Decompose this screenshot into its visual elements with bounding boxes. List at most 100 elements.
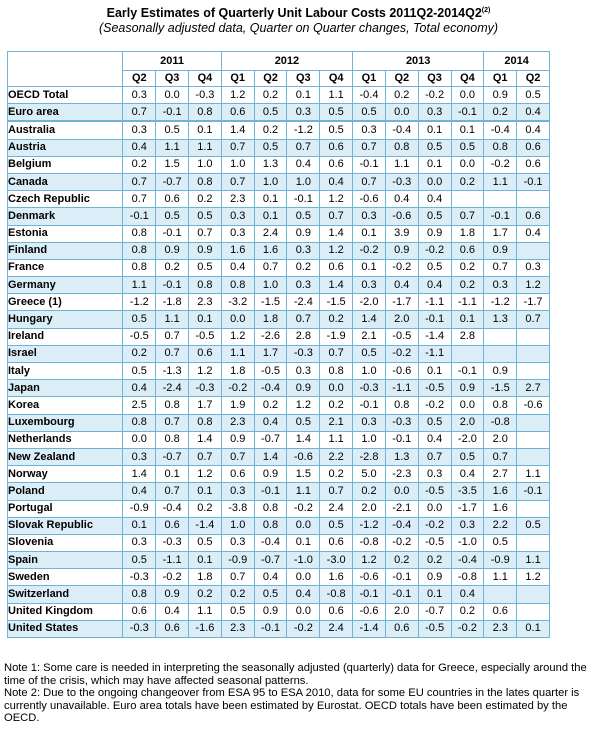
- country-name: Canada: [6, 172, 124, 192]
- value-cell: 0.2: [155, 258, 189, 278]
- value-cell: -1.7: [384, 293, 419, 312]
- value-cell: 0.4: [220, 258, 255, 278]
- value-cell: 0.8: [188, 103, 222, 122]
- value-cell: 0.7: [253, 258, 288, 278]
- value-cell: -1.1: [450, 293, 485, 312]
- value-cell: -0.3: [188, 85, 222, 105]
- value-cell: -0.8: [450, 568, 485, 587]
- value-cell: 0.4: [122, 379, 157, 398]
- value-cell: -0.1: [155, 224, 189, 243]
- value-cell: [450, 344, 485, 364]
- quarter-header: Q4: [319, 70, 354, 87]
- value-cell: -0.6: [384, 207, 419, 226]
- table-row: Austria 0.4 1.1 1.1 0.7 0.5 0.7 0.6 0.7 0.8 0.5 0.5…: [6, 138, 550, 157]
- value-cell: -0.2: [417, 516, 452, 535]
- value-cell: 1.2: [516, 568, 550, 587]
- country-name: Netherlands: [6, 430, 124, 449]
- value-cell: 0.1: [516, 619, 550, 639]
- value-cell: 0.9: [253, 602, 288, 621]
- value-cell: 0.7: [220, 568, 255, 587]
- value-cell: 1.2: [188, 465, 222, 484]
- value-cell: 0.6: [155, 190, 189, 209]
- value-cell: -1.0: [450, 533, 485, 553]
- value-cell: 2.3: [483, 619, 518, 639]
- value-cell: 2.5: [122, 396, 157, 415]
- value-cell: -0.9: [220, 551, 255, 570]
- value-cell: -1.7: [450, 499, 485, 518]
- value-cell: 0.2: [122, 344, 157, 364]
- value-cell: 1.1: [220, 344, 255, 364]
- value-cell: 0.0: [155, 85, 189, 105]
- value-cell: 0.5: [417, 413, 452, 432]
- value-cell: 0.4: [417, 430, 452, 449]
- value-cell: 0.5: [188, 207, 222, 226]
- value-cell: -1.2: [352, 516, 386, 535]
- value-cell: -0.4: [384, 120, 419, 140]
- value-cell: 0.7: [122, 172, 157, 192]
- value-cell: 0.8: [384, 396, 419, 415]
- value-cell: 1.7: [483, 224, 518, 243]
- value-cell: 0.1: [253, 190, 288, 209]
- value-cell: 0.3: [122, 85, 157, 105]
- value-cell: 1.7: [253, 344, 288, 364]
- value-cell: 0.3: [286, 361, 321, 381]
- value-cell: -0.2: [417, 396, 452, 415]
- value-cell: -2.3: [384, 465, 419, 484]
- value-cell: 0.4: [417, 276, 452, 295]
- value-cell: 0.0: [450, 155, 485, 174]
- value-cell: 0.9: [417, 568, 452, 587]
- value-cell: [516, 533, 550, 553]
- table-row: Slovenia 0.3 -0.3 0.5 0.3 -0.4 0.1 0.6 -0.8 -0.2-…: [6, 533, 550, 553]
- value-cell: 1.0: [220, 516, 255, 535]
- value-cell: -0.4: [352, 85, 386, 105]
- value-cell: -0.5: [417, 482, 452, 501]
- value-cell: 0.3: [286, 241, 321, 260]
- value-cell: 3.9: [384, 224, 419, 243]
- quarter-header: Q2: [122, 70, 157, 87]
- value-cell: -0.1: [286, 190, 321, 209]
- quarter-header: Q2: [516, 70, 550, 87]
- value-cell: 0.0: [286, 516, 321, 535]
- value-cell: 0.1: [188, 310, 222, 329]
- value-cell: 2.0: [450, 413, 485, 432]
- value-cell: -2.0: [450, 430, 485, 449]
- value-cell: 0.5: [220, 602, 255, 621]
- value-cell: 0.3: [122, 447, 157, 467]
- quarter-header: Q1: [352, 70, 386, 87]
- value-cell: 0.2: [450, 602, 485, 621]
- value-cell: 2.4: [253, 224, 288, 243]
- value-cell: 0.9: [483, 241, 518, 260]
- value-cell: -1.4: [352, 619, 386, 639]
- value-cell: 2.3: [220, 619, 255, 639]
- country-name: Hungary: [6, 310, 124, 329]
- value-cell: 0.4: [417, 190, 452, 209]
- year-header: 2012: [220, 51, 354, 71]
- value-cell: -0.3: [155, 533, 189, 553]
- value-cell: 0.4: [384, 190, 419, 209]
- value-cell: 0.4: [450, 465, 485, 484]
- value-cell: 1.1: [155, 310, 189, 329]
- value-cell: -1.4: [417, 327, 452, 346]
- value-cell: -0.1: [516, 172, 550, 192]
- value-cell: -0.2: [450, 619, 485, 639]
- value-cell: -0.1: [253, 619, 288, 639]
- value-cell: 0.9: [384, 241, 419, 260]
- value-cell: 0.0: [220, 310, 255, 329]
- value-cell: 0.1: [155, 465, 189, 484]
- value-cell: -2.0: [352, 293, 386, 312]
- value-cell: [516, 190, 550, 209]
- value-cell: 0.2: [384, 85, 419, 105]
- value-cell: -1.7: [516, 293, 550, 312]
- quarter-header: Q3: [286, 70, 321, 87]
- value-cell: 1.3: [384, 447, 419, 467]
- value-cell: -0.1: [352, 155, 386, 174]
- value-cell: 0.5: [253, 138, 288, 157]
- value-cell: 0.7: [286, 310, 321, 329]
- quarter-header-row: Q2 Q3 Q4 Q1 Q2 Q3 Q4 Q1 Q2 Q3 Q4 Q1 Q2: [8, 70, 550, 87]
- value-cell: 1.4: [220, 120, 255, 140]
- value-cell: 1.3: [253, 155, 288, 174]
- value-cell: 1.4: [122, 465, 157, 484]
- value-cell: -0.3: [352, 379, 386, 398]
- value-cell: 0.8: [319, 361, 354, 381]
- value-cell: -0.5: [417, 619, 452, 639]
